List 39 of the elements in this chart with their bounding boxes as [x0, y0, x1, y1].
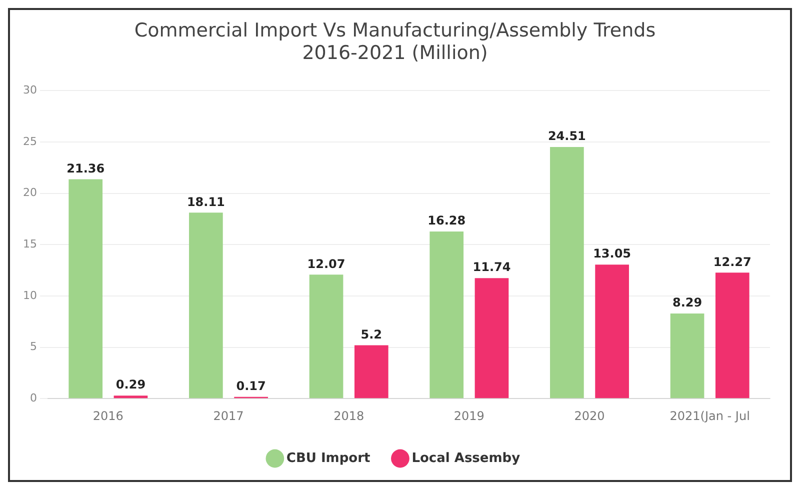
data-label: 18.11: [186, 194, 225, 209]
y-tick-label: 5: [30, 340, 37, 354]
y-tick-label: 30: [22, 83, 37, 96]
x-tick-label: 2019: [454, 408, 484, 423]
data-label: 12.27: [713, 254, 752, 269]
x-tick-label: 2017: [213, 408, 244, 423]
data-label: 24.51: [548, 129, 586, 144]
data-label: 8.29: [672, 296, 702, 310]
x-tick-label: 2016: [92, 408, 124, 423]
y-tick-label: 15: [22, 237, 37, 250]
bar: [309, 274, 344, 398]
data-label: 12.07: [307, 256, 346, 271]
x-tick-label: 2018: [334, 408, 364, 423]
data-label: 21.36: [66, 161, 105, 176]
bar: [114, 396, 148, 398]
data-label: 16.28: [428, 214, 466, 228]
x-tick-label: 2020: [574, 408, 605, 423]
bar: [354, 345, 388, 398]
x-tick-label: 2021(Jan - Jul: [670, 408, 750, 423]
chart-title: Commercial Import Vs Manufacturing/Assembly Trends 2016-2021 (Million): [134, 19, 656, 64]
bar: [550, 146, 584, 398]
data-label: 11.74: [472, 260, 511, 274]
bar: [189, 212, 223, 398]
bar: [595, 264, 629, 398]
bar: [670, 313, 704, 398]
legend-label: CBU Import: [286, 450, 370, 466]
bar: [68, 179, 103, 398]
y-tick-label: 10: [22, 288, 37, 302]
y-tick-label: 0: [30, 391, 37, 404]
y-tick-label: 25: [22, 134, 37, 148]
data-label: 5.2: [360, 327, 382, 342]
data-label: 0.29: [116, 378, 146, 392]
data-label: 13.05: [593, 246, 632, 261]
y-tick-label: 20: [22, 186, 37, 200]
bar: [715, 272, 750, 398]
bar: [430, 231, 464, 398]
bar: [474, 278, 509, 398]
data-label: 0.17: [236, 378, 266, 393]
legend-label: Local Assemby: [412, 450, 521, 466]
